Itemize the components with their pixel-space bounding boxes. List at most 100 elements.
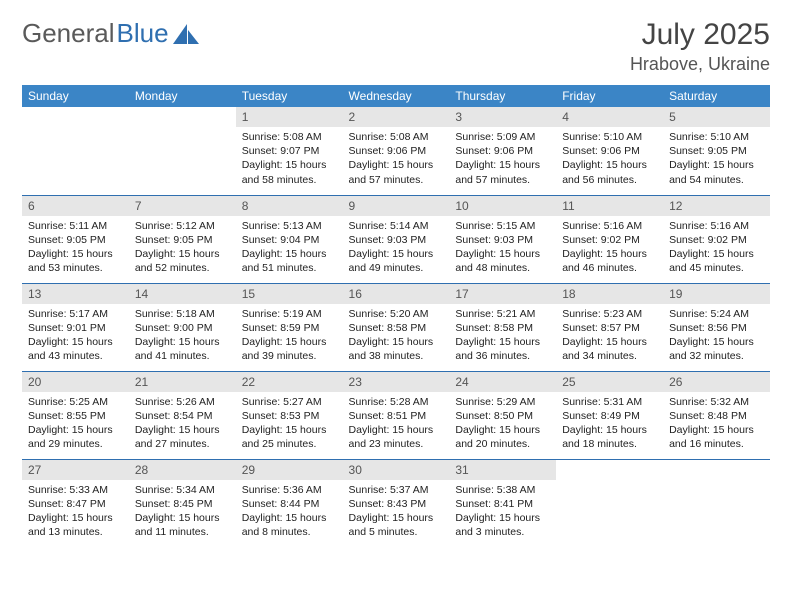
day-details: Sunrise: 5:08 AMSunset: 9:06 PMDaylight:… <box>343 127 450 191</box>
sunset-line: Sunset: 8:44 PM <box>242 497 337 511</box>
day-details: Sunrise: 5:08 AMSunset: 9:07 PMDaylight:… <box>236 127 343 191</box>
sunrise-line: Sunrise: 5:25 AM <box>28 395 123 409</box>
daylight-line: Daylight: 15 hours and 23 minutes. <box>349 423 444 451</box>
daylight-line: Daylight: 15 hours and 56 minutes. <box>562 158 657 186</box>
calendar-empty-cell <box>129 107 236 195</box>
day-number: 26 <box>663 372 770 392</box>
day-details: Sunrise: 5:34 AMSunset: 8:45 PMDaylight:… <box>129 480 236 544</box>
weekday-header: Friday <box>556 85 663 107</box>
day-details: Sunrise: 5:10 AMSunset: 9:05 PMDaylight:… <box>663 127 770 191</box>
sunset-line: Sunset: 8:58 PM <box>349 321 444 335</box>
sunset-line: Sunset: 9:00 PM <box>135 321 230 335</box>
calendar-body: 1Sunrise: 5:08 AMSunset: 9:07 PMDaylight… <box>22 107 770 547</box>
calendar-day-cell: 27Sunrise: 5:33 AMSunset: 8:47 PMDayligh… <box>22 459 129 547</box>
calendar-day-cell: 31Sunrise: 5:38 AMSunset: 8:41 PMDayligh… <box>449 459 556 547</box>
day-number: 11 <box>556 196 663 216</box>
sunset-line: Sunset: 9:03 PM <box>455 233 550 247</box>
calendar-day-cell: 3Sunrise: 5:09 AMSunset: 9:06 PMDaylight… <box>449 107 556 195</box>
calendar-header-row: SundayMondayTuesdayWednesdayThursdayFrid… <box>22 85 770 107</box>
day-details: Sunrise: 5:20 AMSunset: 8:58 PMDaylight:… <box>343 304 450 368</box>
calendar-week-row: 6Sunrise: 5:11 AMSunset: 9:05 PMDaylight… <box>22 195 770 283</box>
day-details: Sunrise: 5:21 AMSunset: 8:58 PMDaylight:… <box>449 304 556 368</box>
sunrise-line: Sunrise: 5:27 AM <box>242 395 337 409</box>
day-number: 12 <box>663 196 770 216</box>
daylight-line: Daylight: 15 hours and 16 minutes. <box>669 423 764 451</box>
logo-text-general: General <box>22 18 115 49</box>
calendar-day-cell: 14Sunrise: 5:18 AMSunset: 9:00 PMDayligh… <box>129 283 236 371</box>
header: GeneralBlue July 2025 Hrabove, Ukraine <box>22 18 770 75</box>
title-month: July 2025 <box>630 18 770 52</box>
daylight-line: Daylight: 15 hours and 13 minutes. <box>28 511 123 539</box>
day-details: Sunrise: 5:19 AMSunset: 8:59 PMDaylight:… <box>236 304 343 368</box>
daylight-line: Daylight: 15 hours and 53 minutes. <box>28 247 123 275</box>
calendar-day-cell: 30Sunrise: 5:37 AMSunset: 8:43 PMDayligh… <box>343 459 450 547</box>
calendar-empty-cell <box>556 459 663 547</box>
daylight-line: Daylight: 15 hours and 11 minutes. <box>135 511 230 539</box>
day-details: Sunrise: 5:29 AMSunset: 8:50 PMDaylight:… <box>449 392 556 456</box>
day-number: 25 <box>556 372 663 392</box>
day-number: 15 <box>236 284 343 304</box>
day-details: Sunrise: 5:37 AMSunset: 8:43 PMDaylight:… <box>343 480 450 544</box>
day-number: 16 <box>343 284 450 304</box>
title-location: Hrabove, Ukraine <box>630 54 770 75</box>
day-number: 19 <box>663 284 770 304</box>
sunset-line: Sunset: 8:57 PM <box>562 321 657 335</box>
calendar-day-cell: 7Sunrise: 5:12 AMSunset: 9:05 PMDaylight… <box>129 195 236 283</box>
calendar-day-cell: 17Sunrise: 5:21 AMSunset: 8:58 PMDayligh… <box>449 283 556 371</box>
day-details: Sunrise: 5:31 AMSunset: 8:49 PMDaylight:… <box>556 392 663 456</box>
sunset-line: Sunset: 9:05 PM <box>135 233 230 247</box>
sunrise-line: Sunrise: 5:16 AM <box>669 219 764 233</box>
sunrise-line: Sunrise: 5:37 AM <box>349 483 444 497</box>
day-number: 4 <box>556 107 663 127</box>
calendar-day-cell: 26Sunrise: 5:32 AMSunset: 8:48 PMDayligh… <box>663 371 770 459</box>
logo-sail-icon <box>173 24 199 44</box>
day-details: Sunrise: 5:28 AMSunset: 8:51 PMDaylight:… <box>343 392 450 456</box>
day-number: 20 <box>22 372 129 392</box>
daylight-line: Daylight: 15 hours and 8 minutes. <box>242 511 337 539</box>
day-number: 5 <box>663 107 770 127</box>
day-number: 13 <box>22 284 129 304</box>
sunset-line: Sunset: 8:45 PM <box>135 497 230 511</box>
calendar-day-cell: 4Sunrise: 5:10 AMSunset: 9:06 PMDaylight… <box>556 107 663 195</box>
day-number: 8 <box>236 196 343 216</box>
calendar-day-cell: 28Sunrise: 5:34 AMSunset: 8:45 PMDayligh… <box>129 459 236 547</box>
sunset-line: Sunset: 9:01 PM <box>28 321 123 335</box>
daylight-line: Daylight: 15 hours and 38 minutes. <box>349 335 444 363</box>
sunset-line: Sunset: 8:51 PM <box>349 409 444 423</box>
sunrise-line: Sunrise: 5:08 AM <box>349 130 444 144</box>
sunrise-line: Sunrise: 5:09 AM <box>455 130 550 144</box>
calendar-week-row: 27Sunrise: 5:33 AMSunset: 8:47 PMDayligh… <box>22 459 770 547</box>
day-details: Sunrise: 5:26 AMSunset: 8:54 PMDaylight:… <box>129 392 236 456</box>
sunrise-line: Sunrise: 5:12 AM <box>135 219 230 233</box>
day-details: Sunrise: 5:17 AMSunset: 9:01 PMDaylight:… <box>22 304 129 368</box>
calendar-day-cell: 11Sunrise: 5:16 AMSunset: 9:02 PMDayligh… <box>556 195 663 283</box>
day-number: 10 <box>449 196 556 216</box>
calendar-day-cell: 20Sunrise: 5:25 AMSunset: 8:55 PMDayligh… <box>22 371 129 459</box>
day-number: 3 <box>449 107 556 127</box>
sunrise-line: Sunrise: 5:26 AM <box>135 395 230 409</box>
sunrise-line: Sunrise: 5:19 AM <box>242 307 337 321</box>
calendar-day-cell: 1Sunrise: 5:08 AMSunset: 9:07 PMDaylight… <box>236 107 343 195</box>
calendar-week-row: 1Sunrise: 5:08 AMSunset: 9:07 PMDaylight… <box>22 107 770 195</box>
calendar-day-cell: 13Sunrise: 5:17 AMSunset: 9:01 PMDayligh… <box>22 283 129 371</box>
calendar-day-cell: 24Sunrise: 5:29 AMSunset: 8:50 PMDayligh… <box>449 371 556 459</box>
weekday-header: Wednesday <box>343 85 450 107</box>
sunset-line: Sunset: 8:55 PM <box>28 409 123 423</box>
sunrise-line: Sunrise: 5:34 AM <box>135 483 230 497</box>
daylight-line: Daylight: 15 hours and 46 minutes. <box>562 247 657 275</box>
day-details: Sunrise: 5:18 AMSunset: 9:00 PMDaylight:… <box>129 304 236 368</box>
sunset-line: Sunset: 8:54 PM <box>135 409 230 423</box>
daylight-line: Daylight: 15 hours and 54 minutes. <box>669 158 764 186</box>
day-details: Sunrise: 5:13 AMSunset: 9:04 PMDaylight:… <box>236 216 343 280</box>
day-number: 14 <box>129 284 236 304</box>
sunset-line: Sunset: 9:02 PM <box>669 233 764 247</box>
day-number: 7 <box>129 196 236 216</box>
day-number: 31 <box>449 460 556 480</box>
sunrise-line: Sunrise: 5:17 AM <box>28 307 123 321</box>
calendar-day-cell: 29Sunrise: 5:36 AMSunset: 8:44 PMDayligh… <box>236 459 343 547</box>
day-number: 29 <box>236 460 343 480</box>
calendar-table: SundayMondayTuesdayWednesdayThursdayFrid… <box>22 85 770 547</box>
sunrise-line: Sunrise: 5:20 AM <box>349 307 444 321</box>
day-number: 28 <box>129 460 236 480</box>
calendar-day-cell: 18Sunrise: 5:23 AMSunset: 8:57 PMDayligh… <box>556 283 663 371</box>
